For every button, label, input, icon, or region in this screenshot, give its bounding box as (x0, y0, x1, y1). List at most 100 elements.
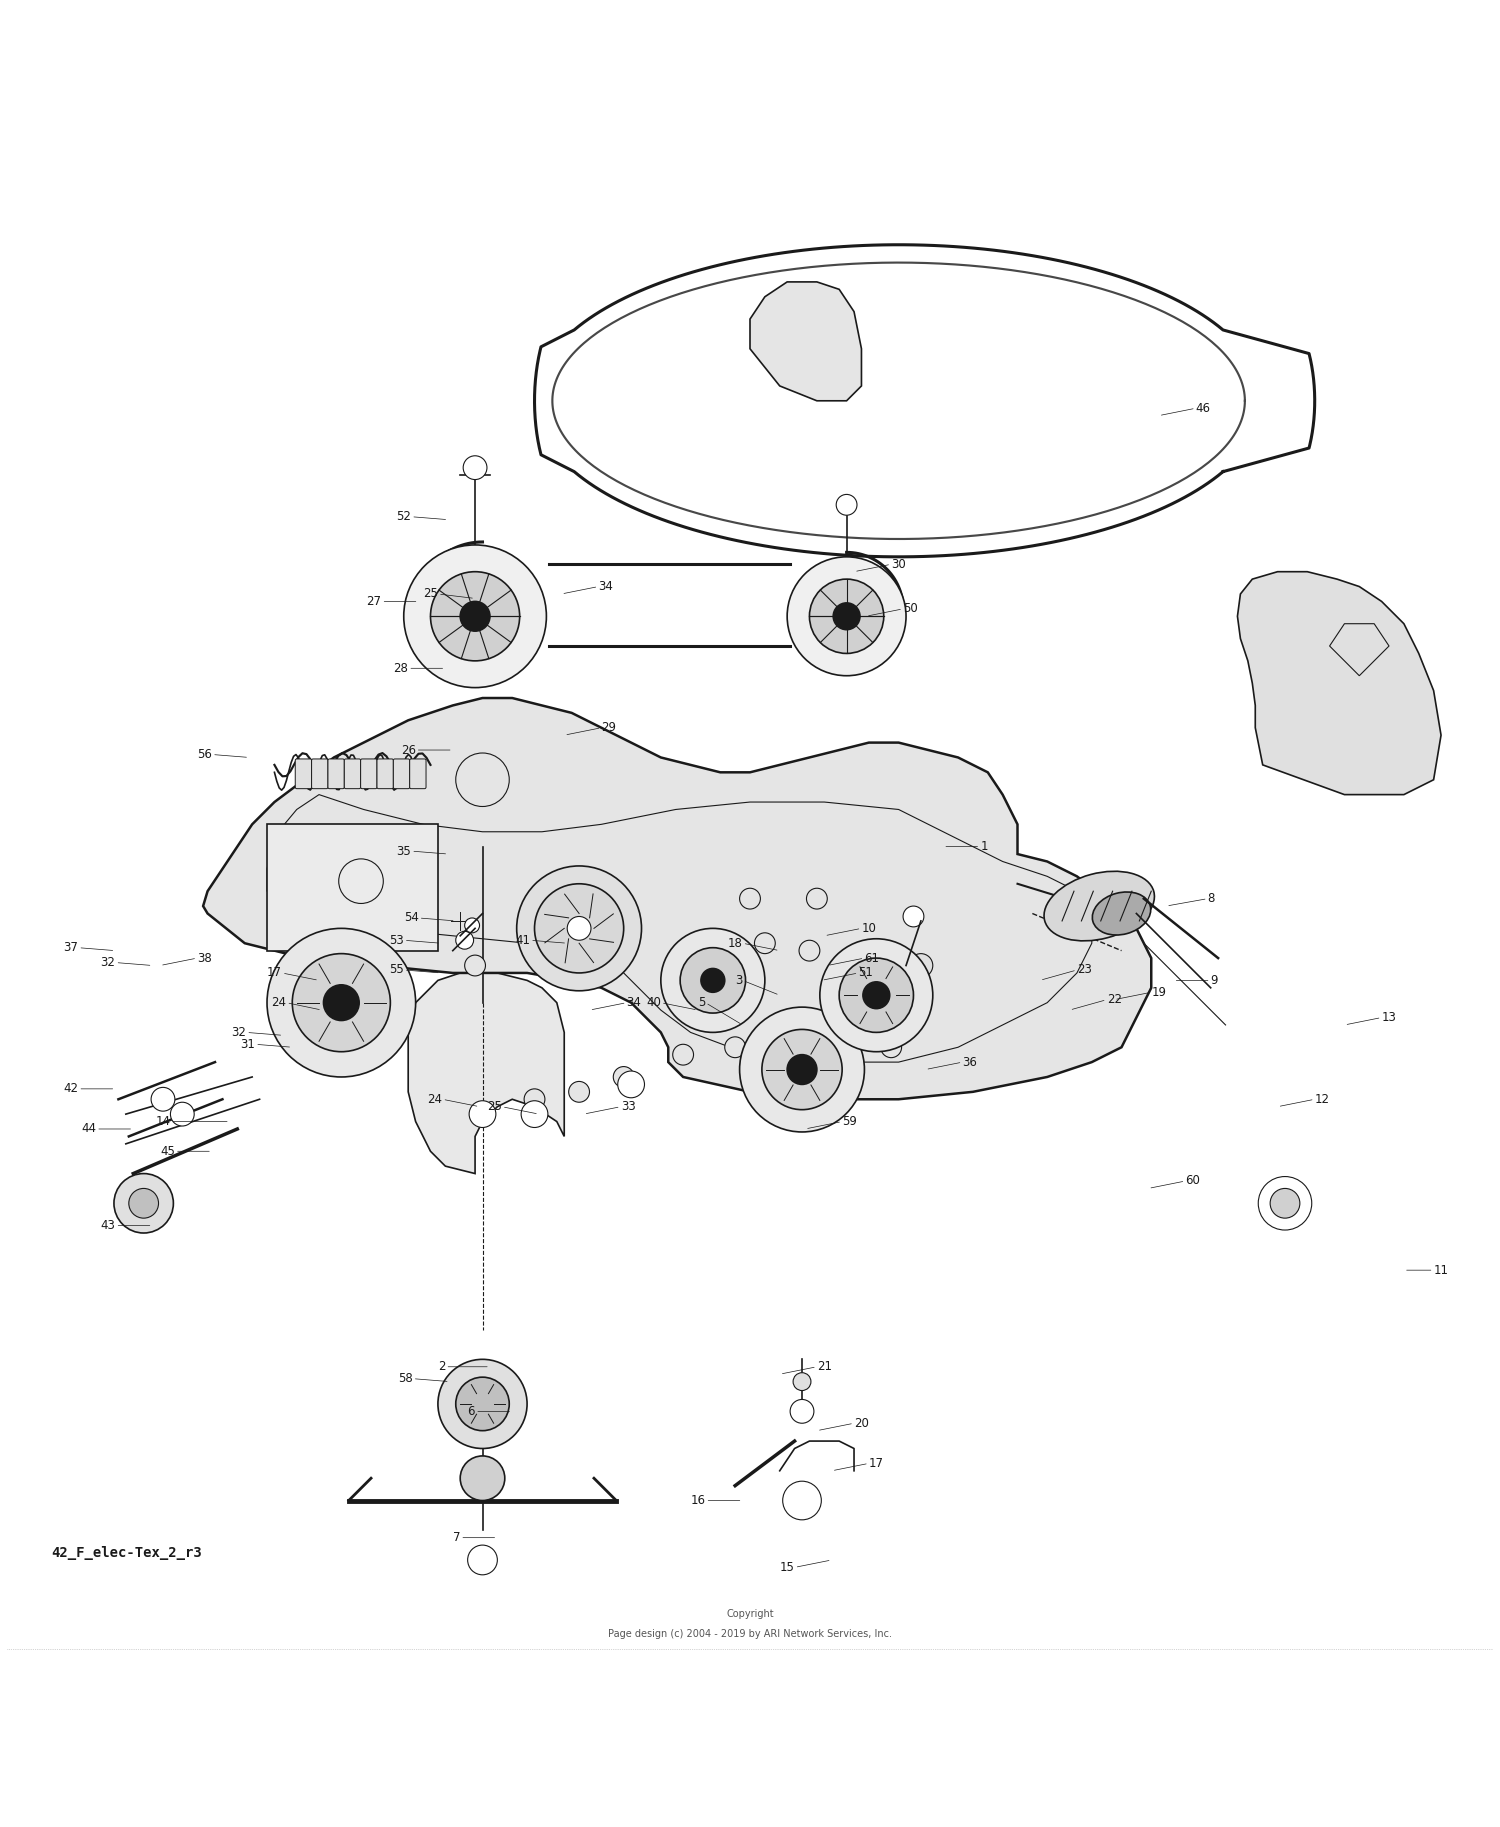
Circle shape (880, 1038, 902, 1058)
Text: 16: 16 (690, 1494, 705, 1507)
Circle shape (324, 985, 358, 1021)
Text: 17: 17 (267, 966, 282, 979)
Circle shape (822, 992, 842, 1012)
Text: 44: 44 (81, 1122, 96, 1136)
Polygon shape (750, 281, 861, 400)
Circle shape (520, 1100, 548, 1127)
Circle shape (465, 956, 486, 976)
Text: 52: 52 (396, 510, 411, 523)
Circle shape (524, 1089, 544, 1109)
Circle shape (456, 1378, 509, 1431)
Text: 36: 36 (963, 1056, 978, 1069)
Circle shape (456, 932, 474, 950)
Text: 60: 60 (1185, 1175, 1200, 1188)
Circle shape (909, 954, 933, 977)
Circle shape (903, 906, 924, 926)
Text: 32: 32 (100, 956, 116, 968)
Circle shape (740, 888, 760, 910)
Text: 19: 19 (1152, 987, 1167, 999)
Text: 61: 61 (864, 952, 879, 965)
Text: 30: 30 (891, 557, 906, 570)
Text: 54: 54 (404, 912, 418, 924)
Text: 14: 14 (156, 1114, 171, 1127)
Text: 20: 20 (853, 1416, 868, 1431)
Circle shape (833, 603, 860, 630)
Text: 8: 8 (1208, 892, 1215, 904)
FancyBboxPatch shape (410, 758, 426, 789)
Circle shape (316, 992, 338, 1012)
Text: 41: 41 (514, 934, 529, 946)
Circle shape (810, 579, 883, 654)
Circle shape (534, 884, 624, 974)
Ellipse shape (1044, 871, 1155, 941)
Text: 24: 24 (272, 996, 286, 1009)
Polygon shape (1238, 572, 1442, 795)
Text: 40: 40 (646, 996, 662, 1009)
Text: 56: 56 (196, 747, 211, 762)
Text: 34: 34 (598, 579, 613, 594)
Text: 22: 22 (1107, 994, 1122, 1007)
Circle shape (821, 939, 933, 1052)
Circle shape (783, 1482, 822, 1520)
Text: 45: 45 (160, 1146, 176, 1158)
Circle shape (862, 981, 889, 1009)
Circle shape (672, 1045, 693, 1065)
Circle shape (267, 928, 416, 1076)
Circle shape (618, 1071, 645, 1098)
Text: 42_F_elec-Tex_2_r3: 42_F_elec-Tex_2_r3 (51, 1546, 202, 1560)
Circle shape (438, 1359, 526, 1449)
Circle shape (152, 1087, 176, 1111)
Circle shape (114, 1173, 174, 1233)
Text: 31: 31 (240, 1038, 255, 1051)
Circle shape (404, 544, 546, 687)
Circle shape (171, 1102, 194, 1125)
Text: 23: 23 (1077, 963, 1092, 976)
Circle shape (568, 1082, 590, 1102)
Circle shape (468, 1546, 498, 1575)
Text: 24: 24 (427, 1093, 442, 1105)
Text: 6: 6 (468, 1405, 476, 1418)
FancyBboxPatch shape (376, 758, 393, 789)
FancyBboxPatch shape (328, 758, 345, 789)
Text: 35: 35 (396, 844, 411, 857)
Text: 18: 18 (728, 937, 742, 950)
FancyBboxPatch shape (267, 824, 438, 950)
Circle shape (470, 1100, 496, 1127)
Text: 10: 10 (861, 923, 876, 935)
Circle shape (754, 934, 776, 954)
Circle shape (724, 1038, 746, 1058)
Text: 7: 7 (453, 1531, 460, 1544)
Text: 9: 9 (1210, 974, 1218, 987)
Text: APL PartStream: APL PartStream (628, 912, 782, 930)
Text: 25: 25 (423, 588, 438, 601)
Circle shape (430, 572, 519, 661)
Circle shape (790, 1399, 814, 1423)
Circle shape (1270, 1188, 1300, 1219)
Text: 46: 46 (1196, 402, 1210, 415)
Circle shape (700, 968, 724, 992)
FancyBboxPatch shape (312, 758, 328, 789)
Circle shape (888, 1021, 909, 1043)
Circle shape (800, 941, 820, 961)
Circle shape (516, 866, 642, 990)
Polygon shape (202, 698, 1152, 1100)
Text: 21: 21 (818, 1361, 833, 1374)
Circle shape (788, 1054, 818, 1085)
Text: Copyright: Copyright (726, 1610, 774, 1619)
Polygon shape (408, 974, 564, 1173)
Circle shape (348, 970, 369, 990)
Circle shape (794, 1372, 812, 1390)
Circle shape (460, 1456, 506, 1500)
Circle shape (662, 928, 765, 1032)
Text: 53: 53 (388, 934, 404, 946)
FancyBboxPatch shape (345, 758, 360, 789)
FancyBboxPatch shape (296, 758, 312, 789)
Text: 42: 42 (63, 1082, 78, 1096)
Text: 43: 43 (100, 1219, 116, 1231)
Circle shape (567, 917, 591, 941)
Circle shape (129, 1188, 159, 1219)
Circle shape (839, 957, 914, 1032)
FancyBboxPatch shape (360, 758, 376, 789)
Text: 13: 13 (1382, 1010, 1396, 1023)
Text: 37: 37 (63, 941, 78, 954)
